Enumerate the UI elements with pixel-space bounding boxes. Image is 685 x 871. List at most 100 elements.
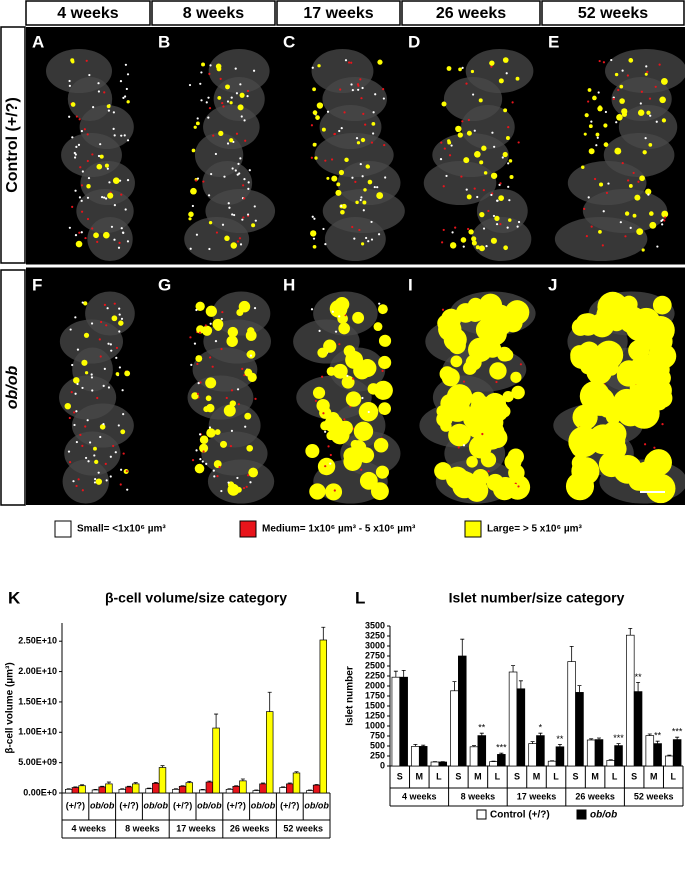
bar [516,688,526,767]
islet [230,242,237,249]
islet [236,308,244,316]
pancreas-lobe [62,459,109,504]
islet [99,154,104,159]
x-tick-label: L [553,771,559,781]
islet [239,83,242,86]
islet [68,79,71,83]
bar [672,739,682,767]
islet [93,481,97,484]
error-bar [589,738,594,740]
panel-label: J [548,275,557,294]
islet [442,228,445,232]
islet [190,187,197,195]
error-bar [160,765,165,768]
islet-reconstruction [553,291,685,504]
islet [479,211,485,218]
islet [507,185,510,188]
bar [665,755,674,767]
group-label: 17 weeks [176,823,216,833]
bar [399,676,408,767]
group-label: 8 weeks [461,791,496,801]
islet [471,240,477,246]
islet [590,225,593,228]
bar [594,739,604,767]
islet [199,458,202,461]
bar [152,782,160,794]
islet [482,227,486,230]
legend-swatch [54,520,72,538]
islet [367,410,370,414]
islet [97,154,101,158]
islet [68,416,71,420]
islet [489,60,495,66]
islet [593,177,597,181]
islet [482,324,504,346]
islet [336,182,341,187]
islet [245,330,257,341]
islet [315,115,320,120]
islet [341,203,347,209]
islet [124,95,127,98]
islet [384,176,387,179]
islet [75,484,78,488]
islet [72,480,75,483]
islet [629,226,632,229]
islet-reconstruction [423,49,534,261]
islet [107,386,111,389]
islet [480,452,497,468]
islet [370,238,374,241]
islet [241,367,244,370]
islet [661,210,669,218]
islet [243,178,246,181]
y-tick-label: 2.00E+10 [18,666,57,676]
islet [75,240,83,248]
islet [217,96,222,100]
islet [87,176,91,180]
islet [236,173,239,176]
bar [279,787,287,794]
x-tick-label: (+/?) [119,800,138,810]
islet [68,84,71,87]
islet [615,121,618,124]
y-tick-label: 2.50E+10 [18,636,57,646]
islet [237,162,240,165]
column-header: 52 weeks [578,5,648,22]
islet [126,240,130,243]
y-tick-label: 2500 [365,660,385,670]
islet [122,452,125,455]
islet [104,163,109,168]
islet [495,223,499,226]
islet [207,194,211,197]
bar [205,781,214,794]
islet [316,398,330,413]
islet [78,118,81,121]
pancreas-lobe [471,217,532,261]
islet [644,72,648,76]
islet [236,240,240,243]
islet [341,375,355,389]
islet [519,363,523,366]
islet [120,317,124,320]
islet [350,83,353,86]
islet [463,361,477,375]
islet [458,67,462,72]
error-bar [511,665,516,672]
error-bar [616,743,621,746]
islet [208,72,211,76]
islet [219,440,228,448]
row-header-box [0,269,26,506]
x-tick-label: M [650,771,658,781]
islet [326,110,330,113]
islet [81,444,84,447]
islet [517,220,521,224]
islet [619,98,625,104]
islet [81,359,88,366]
islet [472,93,475,96]
error-bar [393,670,398,678]
islet [619,84,624,89]
islet [361,396,364,400]
islet [340,209,345,215]
islet [365,236,368,240]
islet [73,411,76,414]
islet [443,147,446,150]
